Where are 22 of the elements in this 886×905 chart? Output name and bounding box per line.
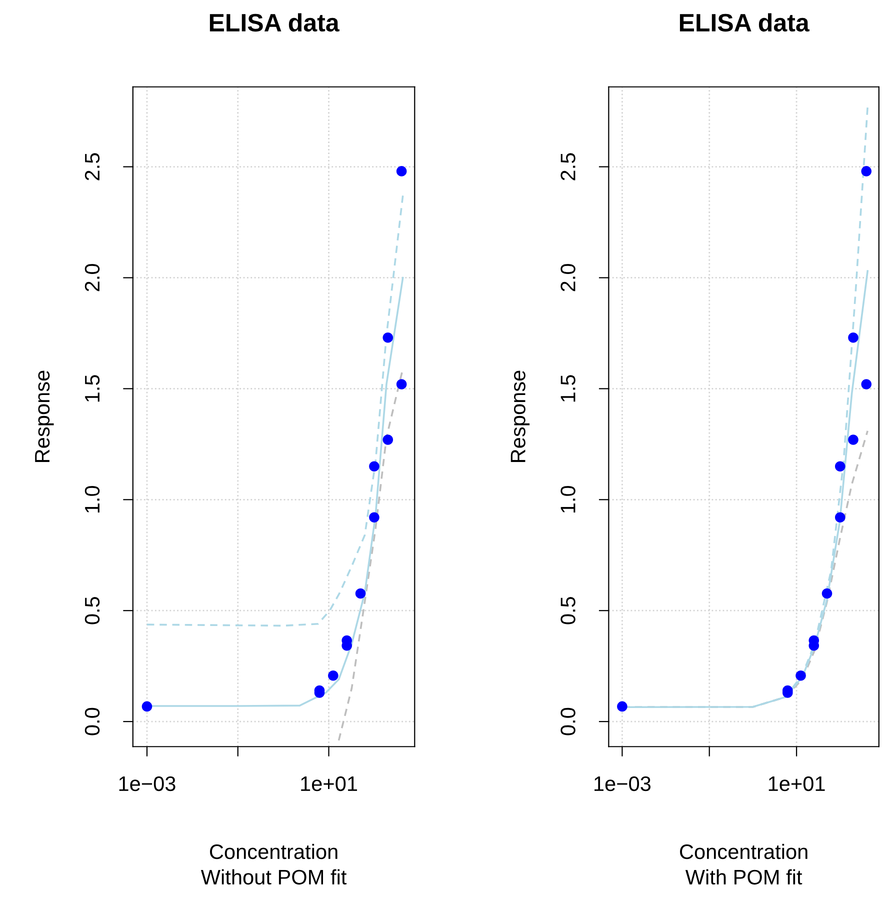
x-tick-label: 1e+01 <box>768 776 825 792</box>
x-axis-title: Concentration With POM fit <box>680 844 808 885</box>
x-axis-title: Concentration Without POM fit <box>200 844 347 885</box>
y-tick-label: 0.0 <box>560 708 576 736</box>
chart-title: ELISA data <box>210 13 340 32</box>
y-tick-label: 2.5 <box>84 153 100 180</box>
chart-title: ELISA data <box>680 13 810 32</box>
y-tick-label: 1.5 <box>85 375 100 402</box>
y-tick-label: 0.5 <box>560 596 576 624</box>
x-tick-label: 1e−03 <box>594 776 651 792</box>
y-tick-label: 1.5 <box>560 375 576 402</box>
y-axis-title: Response <box>35 370 54 462</box>
x-tick-label: 1e+01 <box>301 776 358 792</box>
y-tick-label: 2.5 <box>560 153 576 180</box>
y-tick-label: 0.5 <box>84 596 100 624</box>
y-tick-label: 2.0 <box>560 264 576 292</box>
x-tick-label: 1e−03 <box>119 776 176 792</box>
y-tick-label: 2.0 <box>84 264 100 292</box>
y-tick-label: 1.0 <box>560 486 576 513</box>
y-tick-label: 0.0 <box>84 708 100 736</box>
y-tick-label: 1.0 <box>84 486 100 513</box>
y-axis-title: Response <box>510 370 530 462</box>
